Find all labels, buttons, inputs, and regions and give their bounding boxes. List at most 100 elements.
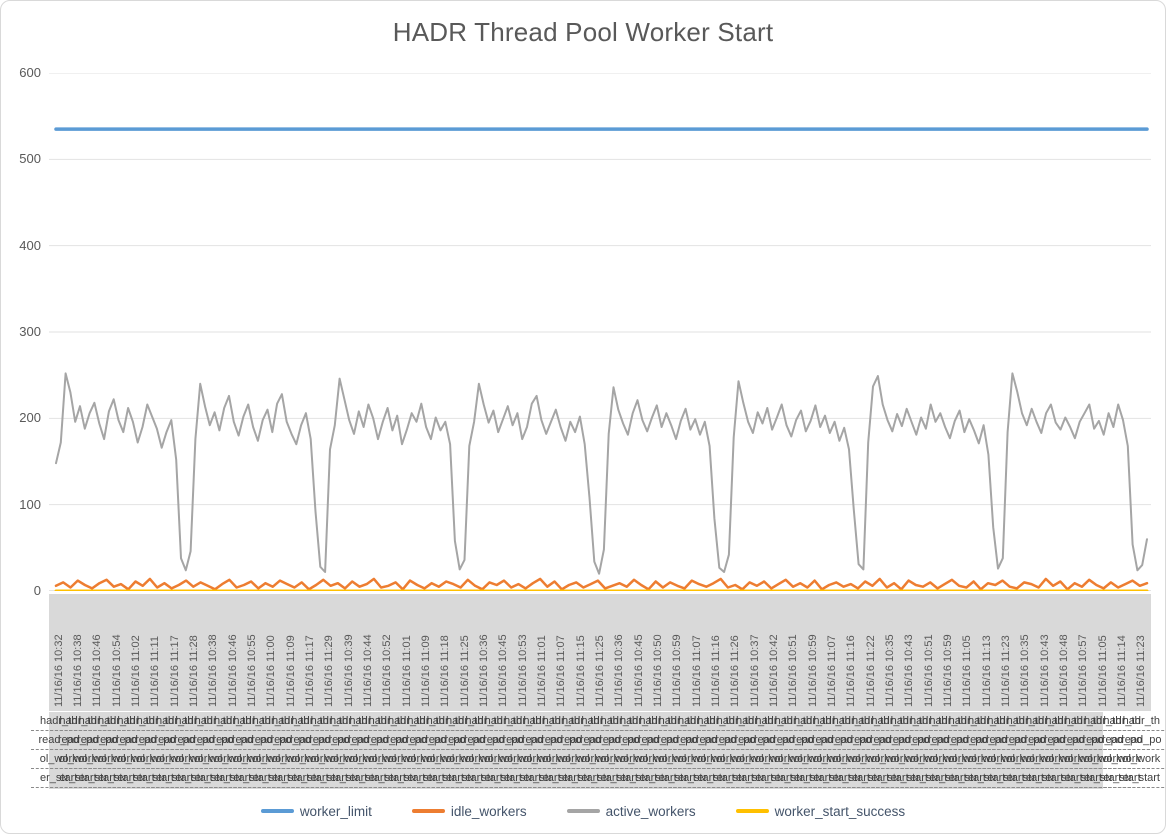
x-tick-label: 11/16/16 10:36 [478,634,490,707]
legend: worker_limit idle_workers active_workers wo… [1,800,1165,822]
x-tick-label: 11/16/16 10:35 [1019,634,1032,707]
x-tick-label: 11/16/16 11:29 [323,635,336,707]
x-tick-label: 11/16/16 11:25 [458,635,471,707]
x-tick-label: 11/16/16 11:15 [574,635,587,707]
x-tick-label: 11/16/16 11:05 [961,635,974,707]
category-group-label: hadr_th read_po ol_work er_start [746,712,802,788]
category-group-label: hadr_th read_po ol_work er_start [417,712,474,788]
legend-label: worker_start_success [774,803,906,819]
category-group-label: hadr_th read_po ol_work er_start [649,712,706,788]
x-tick-label: 11/16/16 10:39 [342,634,355,707]
x-tick-label: 11/16/16 11:07 [555,635,568,707]
x-tick-label: 11/16/16 10:37 [748,634,761,707]
x-tick-label: 11/16/16 11:23 [1135,635,1148,707]
legend-label: worker_limit [299,803,372,819]
category-group-label-line: read_po [1113,731,1165,750]
legend-item-idle_workers: idle_workers [411,804,527,819]
category-group-label: hadr_th read_po ol_work er_start [185,712,242,788]
x-tick-label: 11/16/16 11:01 [400,635,413,707]
x-tick-label: 11/16/16 10:45 [497,634,510,707]
legend-swatch-active_workers [566,809,600,813]
x-tick-label: 11/16/16 10:59 [942,634,954,707]
y-tick-label-200: 200 [19,410,41,426]
x-tick-label: 11/16/16 10:42 [768,634,780,707]
category-group-label: hadr_th read_po ol_work er_start [920,712,976,788]
x-tick-label: 11/16/16 11:17 [304,635,316,707]
category-group-label-line: ol_work [1113,750,1165,769]
x-tick-label: 11/16/16 10:59 [806,634,819,707]
x-tick-label: 11/16/16 10:46 [226,634,239,707]
x-tick-label: 11/16/16 10:43 [903,634,916,707]
x-tick-label: 11/16/16 11:28 [188,635,200,707]
x-tick-label: 11/16/16 10:52 [381,634,394,707]
legend-item-worker_start_success: worker_start_success [735,803,906,819]
x-tick-label: 11/16/16 11:05 [1096,635,1109,707]
x-tick-label: 11/16/16 11:09 [284,635,297,707]
x-tick-label: 11/16/16 11:18 [439,635,452,707]
x-tick-label: 11/16/16 11:01 [536,635,548,707]
legend-label: active_workers [605,803,696,819]
category-group-label: hadr_th read_po ol_work er_start [456,712,512,788]
x-tick-label: 11/16/16 11:25 [594,635,606,707]
category-group-label: hadr_th read_po ol_work er_start [900,712,957,788]
legend-swatch-worker_limit [260,809,294,813]
x-tick-label: 11/16/16 10:45 [632,634,645,707]
y-tick-label-300: 300 [19,324,41,339]
plot-area [49,73,1151,591]
category-group-band: hadr_th read_po ol_work er_start hadr_th read… [30,712,1165,789]
x-tick-label: 11/16/16 10:57 [1077,634,1090,707]
x-tick-label: 11/16/16 10:38 [207,634,220,707]
category-group-label: hadr_th read_po ol_work er_start [88,712,145,788]
x-tick-label: 11/16/16 11:00 [265,635,278,707]
category-group-label: hadr_th read_po ol_work er_start [146,712,203,788]
series-active_workers [55,372,1148,575]
x-tick-label: 11/16/16 11:17 [168,635,181,707]
legend-swatch-idle_workers [411,809,445,813]
x-tick-label: 11/16/16 11:07 [690,635,703,707]
legend-item-worker_limit: worker_limit [260,803,372,819]
x-tick-label: 11/16/16 11:26 [729,635,742,707]
x-tick-label: 11/16/16 10:51 [922,634,935,707]
legend-swatch-worker_start_success [735,809,769,813]
x-tick-label: 11/16/16 11:02 [130,635,142,707]
x-tick-label: 11/16/16 10:48 [1058,634,1070,707]
legend-item-active_workers: active_workers [566,803,696,819]
x-tick-label: 11/16/16 10:43 [1038,634,1051,707]
category-group-label-line: hadr_th [1113,712,1165,731]
x-tick-label: 11/16/16 11:14 [1116,635,1128,707]
x-tick-label: 11/16/16 11:16 [710,635,722,707]
x-tick-label: 11/16/16 11:11 [149,636,162,707]
x-tick-label: 11/16/16 11:09 [420,635,432,707]
category-group-label: hadr_th read_po ol_work er_start [1113,712,1165,788]
x-tick-label: 11/16/16 10:55 [246,634,258,707]
x-tick-label: 11/16/16 10:35 [884,634,896,707]
category-group-label: hadr_th read_po ol_work er_start [572,712,628,788]
x-tick-label: 11/16/16 10:51 [787,634,800,707]
x-tick-label: 11/16/16 10:44 [362,634,374,707]
x-tick-label: 11/16/16 10:53 [516,634,529,707]
y-tick-label-500: 500 [19,151,41,167]
series-idle_workers [54,577,1149,591]
x-tick-label: 11/16/16 10:46 [91,634,104,707]
x-tick-label: 11/16/16 11:16 [845,635,858,707]
x-tick-label: 11/16/16 10:32 [52,634,65,707]
x-tick-label: 11/16/16 10:36 [613,634,626,707]
x-tick-label: 11/16/16 11:22 [864,635,877,707]
x-tick-label: 11/16/16 11:07 [826,635,838,707]
x-tick-label: 11/16/16 10:38 [72,634,84,707]
x-tick-label: 11/16/16 10:50 [652,634,664,707]
y-tick-label-400: 400 [19,237,41,253]
category-group-label: hadr_th read_po ol_work er_start [862,712,918,788]
category-group-label: hadr_th read_po ol_work er_start [707,712,764,788]
y-tick-label-0: 0 [33,583,41,598]
y-tick-label-100: 100 [19,496,41,512]
x-axis-band: 11/16/16 10:32 11/16/16 10:38 11/16/16 10:… [49,594,1151,711]
x-tick-label: 11/16/16 10:54 [110,634,123,707]
x-tick-label: 11/16/16 11:13 [980,635,993,707]
y-tick-label-600: 600 [19,65,41,80]
x-tick-label: 11/16/16 10:59 [671,634,684,707]
category-group-label-line: er_start [1113,769,1165,788]
x-tick-label: 11/16/16 11:23 [1000,635,1012,707]
category-group-label: hadr_th read_po ol_work er_start [688,712,744,788]
